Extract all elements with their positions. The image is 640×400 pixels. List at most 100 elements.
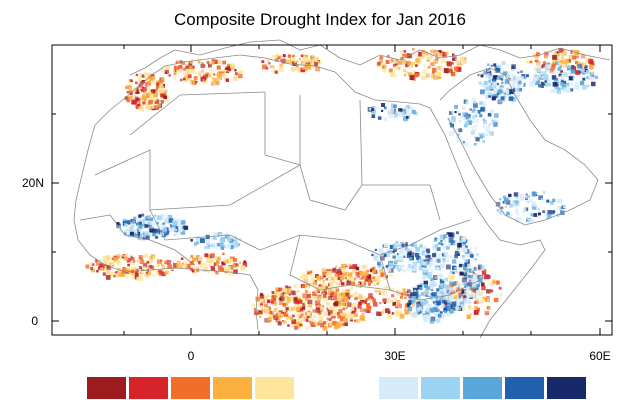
dry-anomaly-cell <box>330 291 334 295</box>
wet-anomaly-cell <box>153 221 157 225</box>
wet-anomaly-cell <box>452 281 457 286</box>
wet-anomaly-cell <box>549 70 553 74</box>
wet-anomaly-cell <box>518 200 521 203</box>
dry-anomaly-cell <box>320 309 323 312</box>
wet-anomaly-cell <box>462 277 467 283</box>
dry-anomaly-cell <box>389 287 394 292</box>
dry-anomaly-cell <box>145 273 148 277</box>
dry-anomaly-cell <box>124 267 128 271</box>
dry-anomaly-cell <box>321 285 326 290</box>
wet-anomaly-cell <box>439 297 442 301</box>
dry-anomaly-cell <box>374 283 377 286</box>
wet-anomaly-cell <box>136 215 142 220</box>
wet-anomaly-cell <box>416 303 421 308</box>
dry-anomaly-cell <box>404 308 410 314</box>
dry-anomaly-cell <box>348 315 353 320</box>
dry-anomaly-cell <box>323 323 327 327</box>
dry-anomaly-cell <box>362 302 365 306</box>
wet-anomaly-cell <box>542 210 545 213</box>
dry-anomaly-cell <box>355 266 360 271</box>
dry-anomaly-cell <box>282 305 286 309</box>
wet-anomaly-cell <box>400 241 404 246</box>
dry-anomaly-cell <box>423 51 429 56</box>
dry-anomaly-cell <box>334 324 339 330</box>
dry-anomaly-cell <box>135 89 140 94</box>
dry-anomaly-cell <box>345 314 350 318</box>
dry-anomaly-cell <box>253 307 257 311</box>
dry-anomaly-cell <box>198 73 202 77</box>
dry-anomaly-cell <box>286 312 289 315</box>
wet-anomaly-cell <box>486 130 489 134</box>
dry-anomaly-cell <box>480 300 484 304</box>
dry-anomaly-cell <box>401 59 407 65</box>
wet-anomaly-cell <box>430 316 436 322</box>
wet-anomaly-cell <box>389 244 394 249</box>
wet-anomaly-cell <box>515 196 519 200</box>
wet-anomaly-cell <box>157 223 162 229</box>
dry-anomaly-cell <box>144 91 147 95</box>
colorbar-dry-3 <box>170 376 211 400</box>
wet-anomaly-cell <box>570 88 574 92</box>
dry-anomaly-cell <box>482 277 486 281</box>
dry-anomaly-cell <box>326 321 329 324</box>
dry-anomaly-cell <box>498 286 502 290</box>
dry-anomaly-cell <box>311 278 316 283</box>
wet-anomaly-cell <box>372 111 376 115</box>
dry-anomaly-cell <box>116 254 121 259</box>
wet-anomaly-cell <box>506 87 509 90</box>
dry-anomaly-cell <box>298 311 302 315</box>
wet-anomaly-cell <box>523 84 526 87</box>
dry-anomaly-cell <box>190 79 195 85</box>
dry-anomaly-cell <box>349 264 352 267</box>
wet-anomaly-cell <box>499 198 502 201</box>
wet-anomaly-cell <box>133 216 137 220</box>
wet-anomaly-cell <box>143 231 148 235</box>
dry-anomaly-cell <box>154 99 159 104</box>
wet-anomaly-cell <box>381 103 385 107</box>
wet-anomaly-cell <box>420 285 425 289</box>
dry-anomaly-cell <box>124 257 128 261</box>
wet-anomaly-cell <box>519 194 525 199</box>
dry-anomaly-cell <box>140 107 145 112</box>
dry-anomaly-cell <box>395 310 399 314</box>
wet-anomaly-cell <box>533 76 538 81</box>
dry-anomaly-cell <box>160 100 164 104</box>
dry-anomaly-cell <box>323 294 327 298</box>
dry-anomaly-cell <box>145 105 150 110</box>
wet-anomaly-cell <box>463 142 468 147</box>
dry-anomaly-cell <box>266 59 270 63</box>
dry-anomaly-cell <box>442 52 447 57</box>
dry-anomaly-cell <box>415 64 418 67</box>
wet-anomaly-cell <box>452 271 455 275</box>
wet-anomaly-cell <box>128 230 131 233</box>
wet-anomaly-cell <box>479 265 485 271</box>
dry-anomaly-cell <box>451 62 454 65</box>
wet-anomaly-cell <box>385 264 389 268</box>
wet-anomaly-cell <box>580 66 584 71</box>
wet-anomaly-cell <box>409 305 415 310</box>
dry-anomaly-cell <box>436 71 441 77</box>
dry-anomaly-cell <box>354 296 358 301</box>
wet-anomaly-cell <box>497 64 502 70</box>
wet-anomaly-cell <box>399 108 402 111</box>
dry-anomaly-cell <box>384 285 388 289</box>
wet-anomaly-cell <box>149 228 153 233</box>
dry-anomaly-cell <box>473 310 479 315</box>
dry-anomaly-cell <box>588 58 594 64</box>
dry-anomaly-cell <box>262 64 267 70</box>
dry-anomaly-cell <box>439 53 443 57</box>
wet-anomaly-cell <box>520 70 523 73</box>
dry-anomaly-cell <box>313 320 318 326</box>
wet-anomaly-cell <box>513 79 518 84</box>
wet-anomaly-cell <box>544 78 549 83</box>
dry-anomaly-cell <box>259 315 262 318</box>
dry-anomaly-cell <box>150 79 155 84</box>
wet-anomaly-cell <box>450 240 456 246</box>
dry-anomaly-cell <box>379 269 384 273</box>
wet-anomaly-cell <box>422 291 426 294</box>
wet-anomaly-cell <box>438 234 444 240</box>
wet-anomaly-cell <box>544 65 550 71</box>
wet-anomaly-cell <box>582 77 586 81</box>
wet-anomaly-cell <box>566 85 570 89</box>
wet-anomaly-cell <box>412 242 417 248</box>
